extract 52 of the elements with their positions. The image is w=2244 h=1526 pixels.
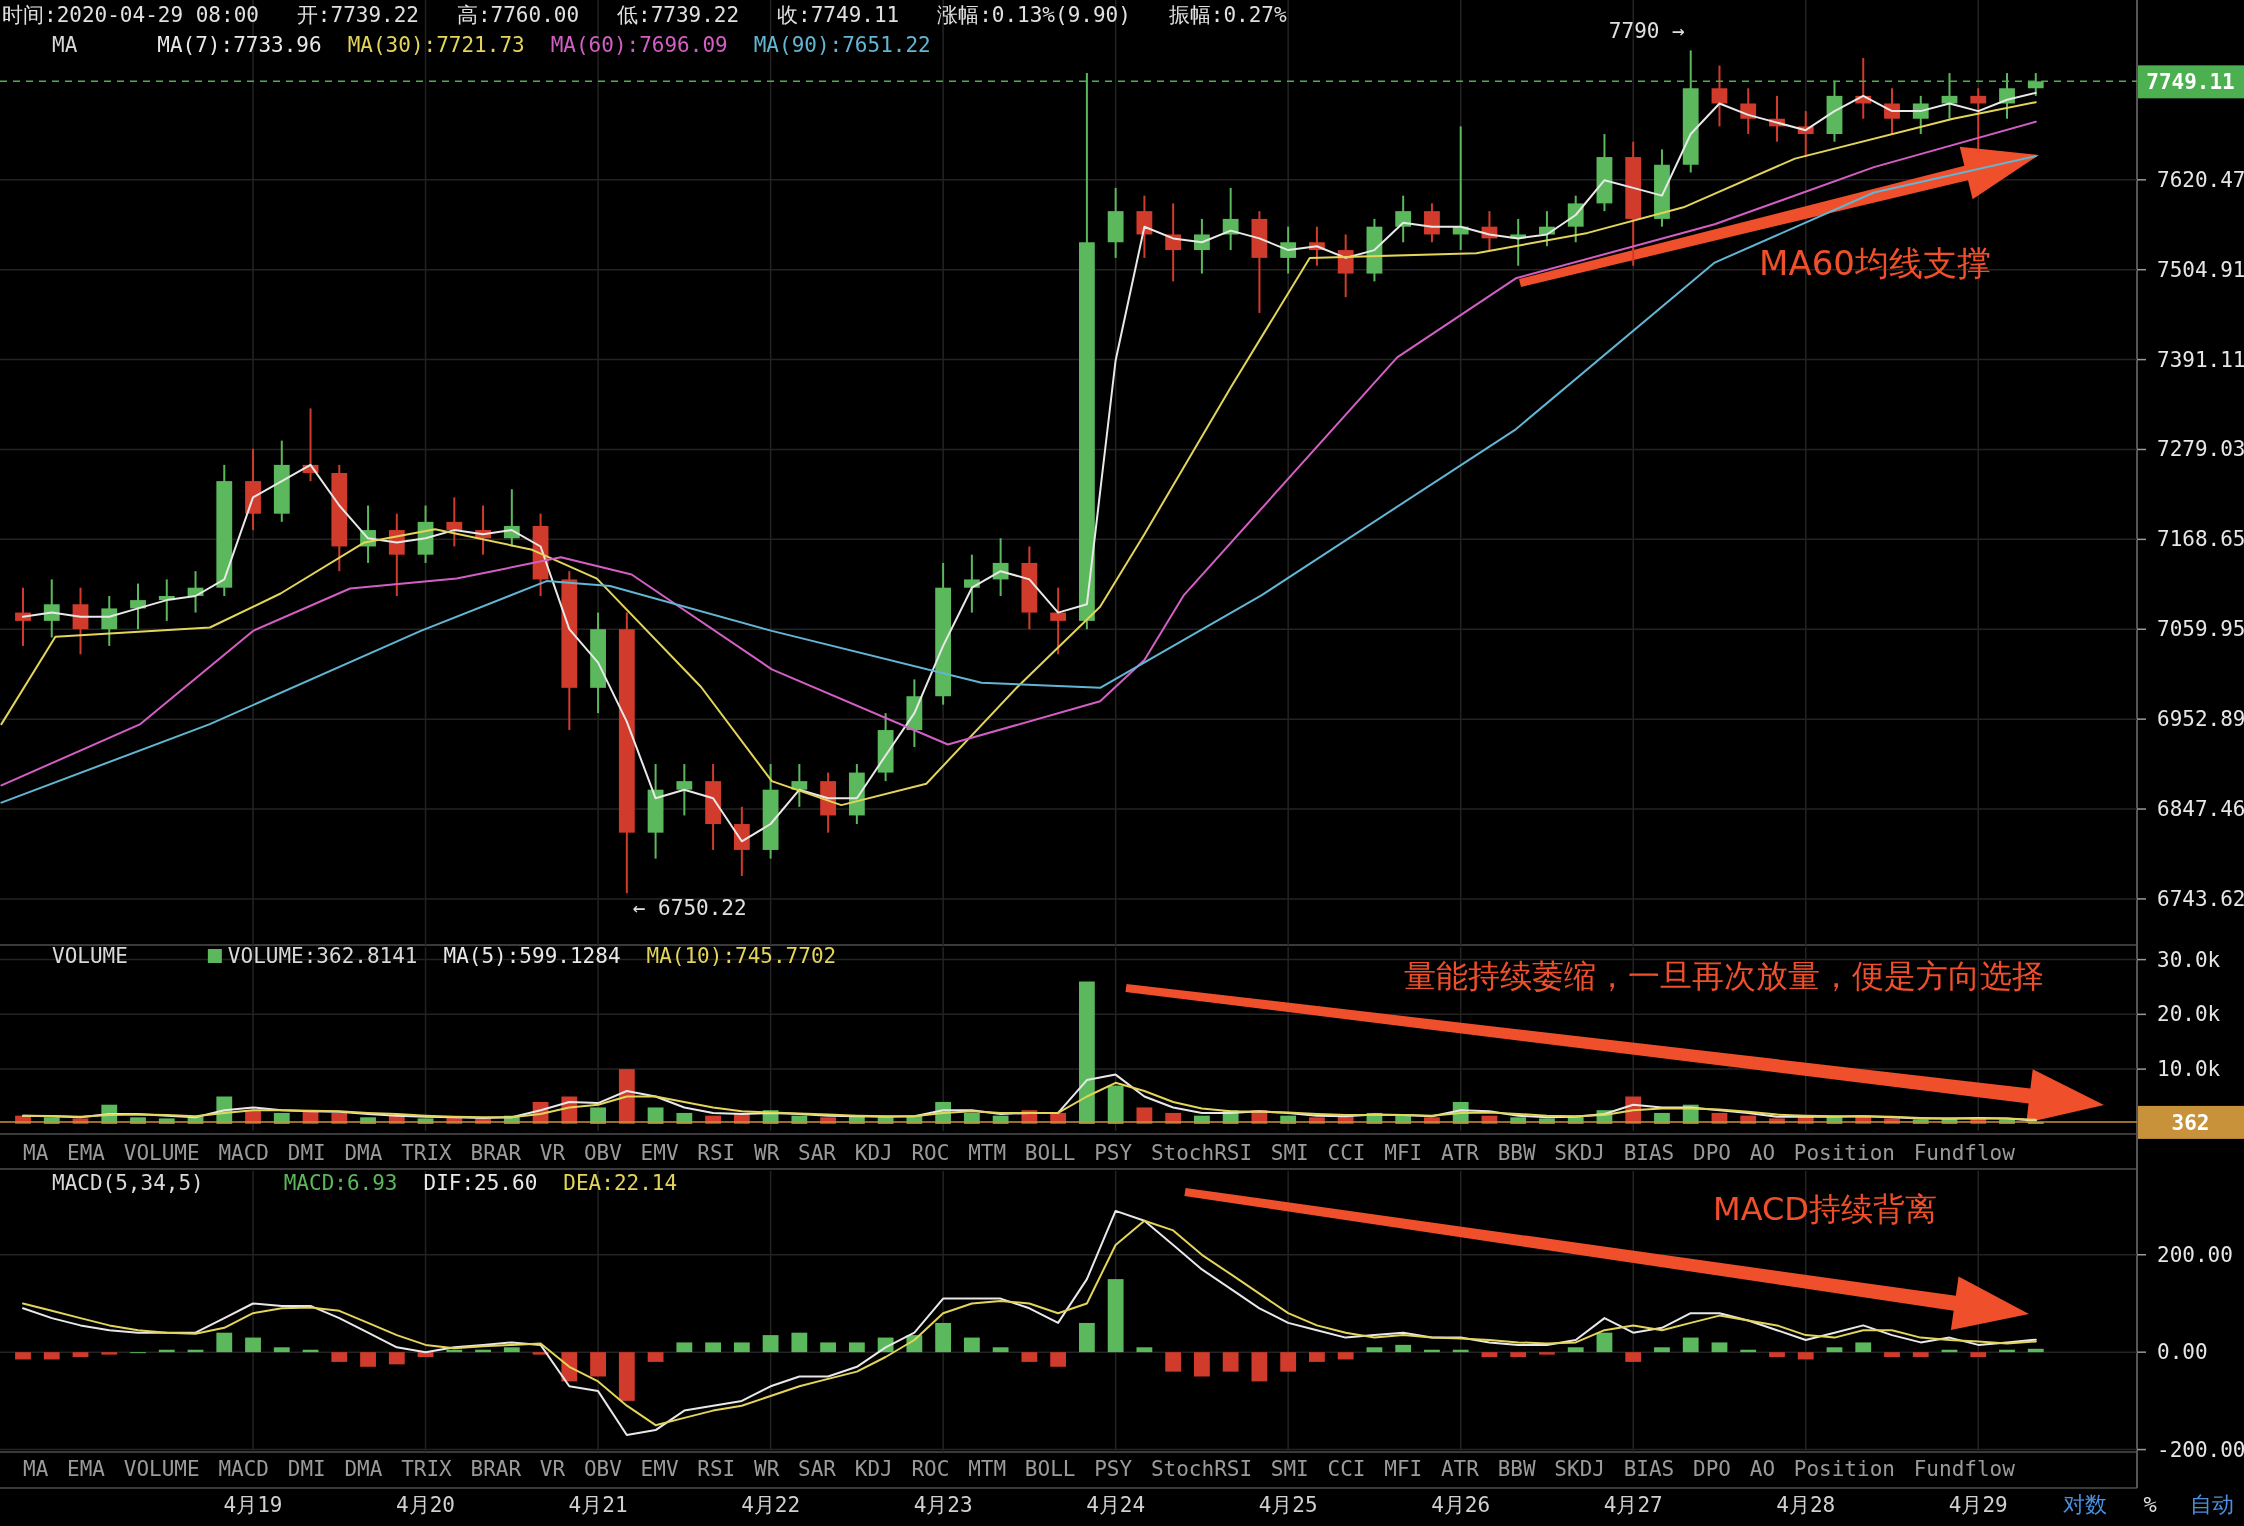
y-tick-label: 7059.95	[2157, 617, 2244, 642]
ref-line-label: 362	[2171, 1110, 2210, 1135]
text: MA(60):7696.09	[550, 33, 728, 57]
text: MACD:6.93	[283, 1171, 398, 1195]
text: MA	[52, 33, 78, 57]
text: MA(5):599.1284	[443, 944, 621, 968]
annotation: ← 6750.22	[632, 896, 747, 921]
x-tick-label: 4月21	[568, 1493, 628, 1517]
y-tick-label: 7504.91	[2157, 257, 2244, 282]
x-tick-label: 4月27	[1603, 1493, 1663, 1517]
x-tick-label: 4月20	[396, 1493, 456, 1517]
annotation: 7790 →	[1608, 19, 1685, 44]
x-tick-label: 4月25	[1258, 1493, 1318, 1517]
text: 对数	[2063, 1492, 2107, 1517]
ref-line-label: 7749.11	[2146, 70, 2235, 95]
text: MA EMA VOLUME MACD DMI DMA TRIX BRAR VR OBV EMV RSI WR SAR KDJ ROC MTM BOLL PSY StochRSI SMI CCI MFI ATR BBW SKDJ BIAS DPO AO Position Fundflow	[23, 1457, 2016, 1481]
y-tick-label: 20.0k	[2157, 1002, 2221, 1027]
y-tick-label: 6847.46	[2157, 797, 2244, 822]
y-tick-label: 7620.47	[2157, 167, 2244, 192]
y-tick-label: 0.00	[2157, 1340, 2208, 1365]
y-tick-label: 6952.89	[2157, 707, 2244, 732]
text: MA(10):745.7702	[646, 944, 837, 968]
text: 自动	[2190, 1492, 2234, 1517]
y-tick-label: -200.00	[2157, 1437, 2244, 1462]
chart-title: VOLUME	[52, 944, 128, 968]
x-tick-label: 4月24	[1086, 1493, 1146, 1517]
annotation: MACD持续背离	[1713, 1190, 1937, 1228]
y-tick-label: 7168.65	[2157, 527, 2244, 552]
x-tick-label: 4月26	[1431, 1493, 1491, 1517]
x-tick-label: 4月23	[913, 1493, 973, 1517]
chart-title: MACD(5,34,5)	[52, 1171, 204, 1195]
y-tick-label: 7279.03	[2157, 437, 2244, 462]
annotation: MA60均线支撑	[1759, 243, 1991, 283]
x-tick-label: 4月29	[1948, 1493, 2008, 1517]
annotation: 量能持续萎缩，一旦再次放量，便是方向选择	[1404, 957, 2044, 995]
text: MA(30):7721.73	[347, 33, 525, 57]
y-tick-label: 7391.11	[2157, 347, 2244, 372]
text: DIF:25.60	[423, 1171, 538, 1195]
legend-label: VOLUME:362.8141	[227, 944, 418, 968]
chart-subtitle: 时间:2020-04-29 08:00 开:7739.22 高:7760.00 低:7739.22 收:7749.11 涨幅:0.13%(9.90) 振幅:0.27%	[2, 3, 1288, 27]
y-tick-label: 10.0k	[2157, 1057, 2221, 1082]
text: %	[2143, 1492, 2157, 1517]
x-tick-label: 4月22	[741, 1493, 801, 1517]
y-tick-label: 30.0k	[2157, 947, 2221, 972]
text: MA(7):7733.96	[157, 33, 322, 57]
x-tick-label: 4月28	[1776, 1493, 1836, 1517]
text: MA(90):7651.22	[753, 33, 931, 57]
x-tick-label: 4月19	[223, 1493, 283, 1517]
y-tick-label: 6743.62	[2157, 886, 2244, 911]
text: DEA:22.14	[563, 1171, 678, 1195]
y-tick-label: 200.00	[2157, 1242, 2233, 1267]
text: MA EMA VOLUME MACD DMI DMA TRIX BRAR VR OBV EMV RSI WR SAR KDJ ROC MTM BOLL PSY StochRSI SMI CCI MFI ATR BBW SKDJ BIAS DPO AO Position Fundflow	[23, 1141, 2016, 1165]
